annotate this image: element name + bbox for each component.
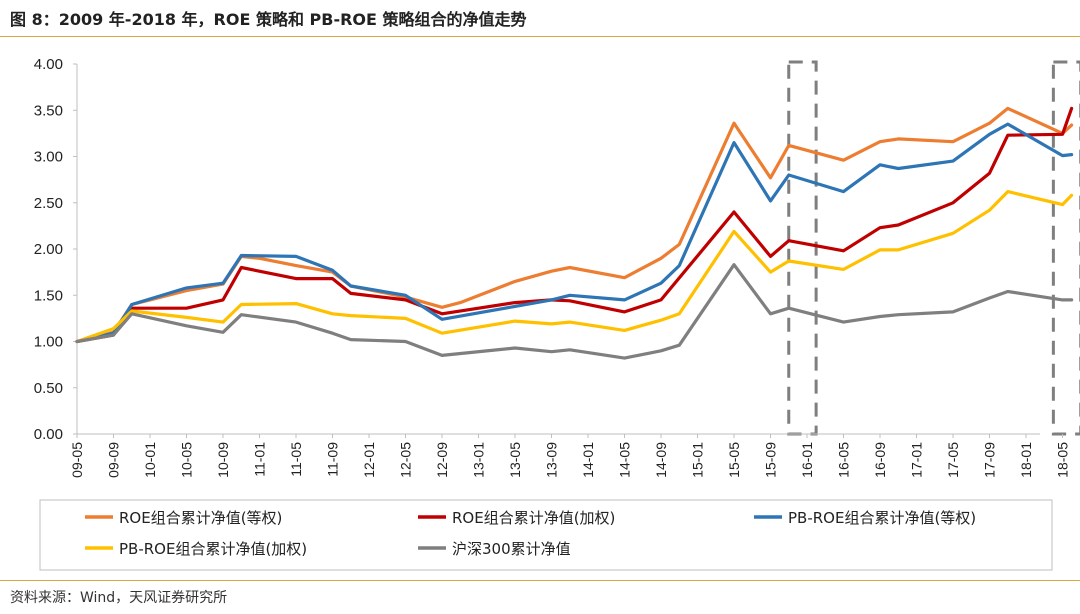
y-tick-label: 0.50 <box>34 380 63 397</box>
x-tick-label: 14-01 <box>580 442 596 478</box>
y-tick-label: 4.00 <box>34 56 63 73</box>
x-tick-label: 10-09 <box>215 442 231 478</box>
source-rule <box>0 580 1080 581</box>
y-tick-label: 1.50 <box>34 287 63 304</box>
x-tick-label: 17-05 <box>945 442 961 478</box>
y-tick-label: 3.00 <box>34 149 63 166</box>
x-tick-label: 14-05 <box>617 442 633 478</box>
x-tick-label: 09-05 <box>69 442 85 478</box>
legend-label: PB-ROE组合累计净值(加权) <box>119 540 307 558</box>
source-note: 资料来源：Wind，天风证券研究所 <box>10 590 228 606</box>
x-tick-label: 13-01 <box>471 442 487 478</box>
x-tick-label: 18-05 <box>1055 442 1071 478</box>
x-tick-label: 15-01 <box>690 442 706 478</box>
x-tick-label: 17-09 <box>982 442 998 478</box>
x-tick-label: 12-09 <box>434 442 450 478</box>
title-rule <box>0 36 1080 37</box>
x-tick-label: 12-01 <box>361 442 377 478</box>
x-tick-label: 11-09 <box>325 442 341 477</box>
y-tick-label: 3.50 <box>34 102 63 119</box>
series-line-2 <box>75 106 1074 344</box>
legend-label: ROE组合累计净值(加权) <box>452 509 615 527</box>
x-tick-label: 16-01 <box>799 442 815 478</box>
legend-box <box>39 499 1053 571</box>
highlight-box <box>787 60 818 436</box>
legend: ROE组合累计净值(等权) ROE组合累计净值(加权) PB-ROE组合累计净值(等… <box>39 499 1053 571</box>
x-tick-label: 11-01 <box>252 442 268 477</box>
figure-title: 图 8：2009 年-2018 年，ROE 策略和 PB-ROE 策略组合的净值… <box>10 10 527 29</box>
x-tick-label: 13-05 <box>507 442 523 478</box>
highlight-box <box>1051 60 1080 436</box>
x-tick-label: 10-05 <box>179 442 195 478</box>
x-tick-label: 13-09 <box>544 442 560 478</box>
highlight-boxes <box>787 60 1080 436</box>
x-tick-label: 09-09 <box>106 442 122 478</box>
x-tick-label: 14-09 <box>653 442 669 478</box>
series-line-3 <box>75 122 1074 344</box>
legend-label: 沪深300累计净值 <box>452 540 571 558</box>
x-tick-label: 10-01 <box>142 442 158 478</box>
x-tick-label: 15-05 <box>726 442 742 478</box>
y-tick-label: 0.00 <box>34 426 63 443</box>
x-tick-label: 15-09 <box>763 442 779 478</box>
series-lines <box>75 106 1074 360</box>
x-tick-label: 16-09 <box>872 442 888 478</box>
y-tick-label: 1.00 <box>34 334 63 351</box>
x-tick-label: 17-01 <box>909 442 925 478</box>
axes: 0.00 0.50 1.00 1.50 2.00 2.50 3.00 3.50 4.00 09-0… <box>34 56 1071 478</box>
legend-label: ROE组合累计净值(等权) <box>119 509 282 527</box>
series-line-4 <box>75 190 1074 344</box>
y-tick-label: 2.50 <box>34 195 63 212</box>
x-tick-label: 18-01 <box>1018 442 1034 478</box>
y-tick-label: 2.00 <box>34 241 63 258</box>
line-chart: 0.00 0.50 1.00 1.50 2.00 2.50 3.00 3.50 4.00 09-0… <box>34 56 1080 571</box>
series-line-5 <box>75 263 1074 360</box>
series-line-1 <box>75 106 1074 344</box>
legend-label: PB-ROE组合累计净值(等权) <box>788 509 976 527</box>
x-tick-label: 12-05 <box>398 442 414 478</box>
x-tick-label: 11-05 <box>288 442 304 477</box>
x-tick-label: 16-05 <box>836 442 852 478</box>
